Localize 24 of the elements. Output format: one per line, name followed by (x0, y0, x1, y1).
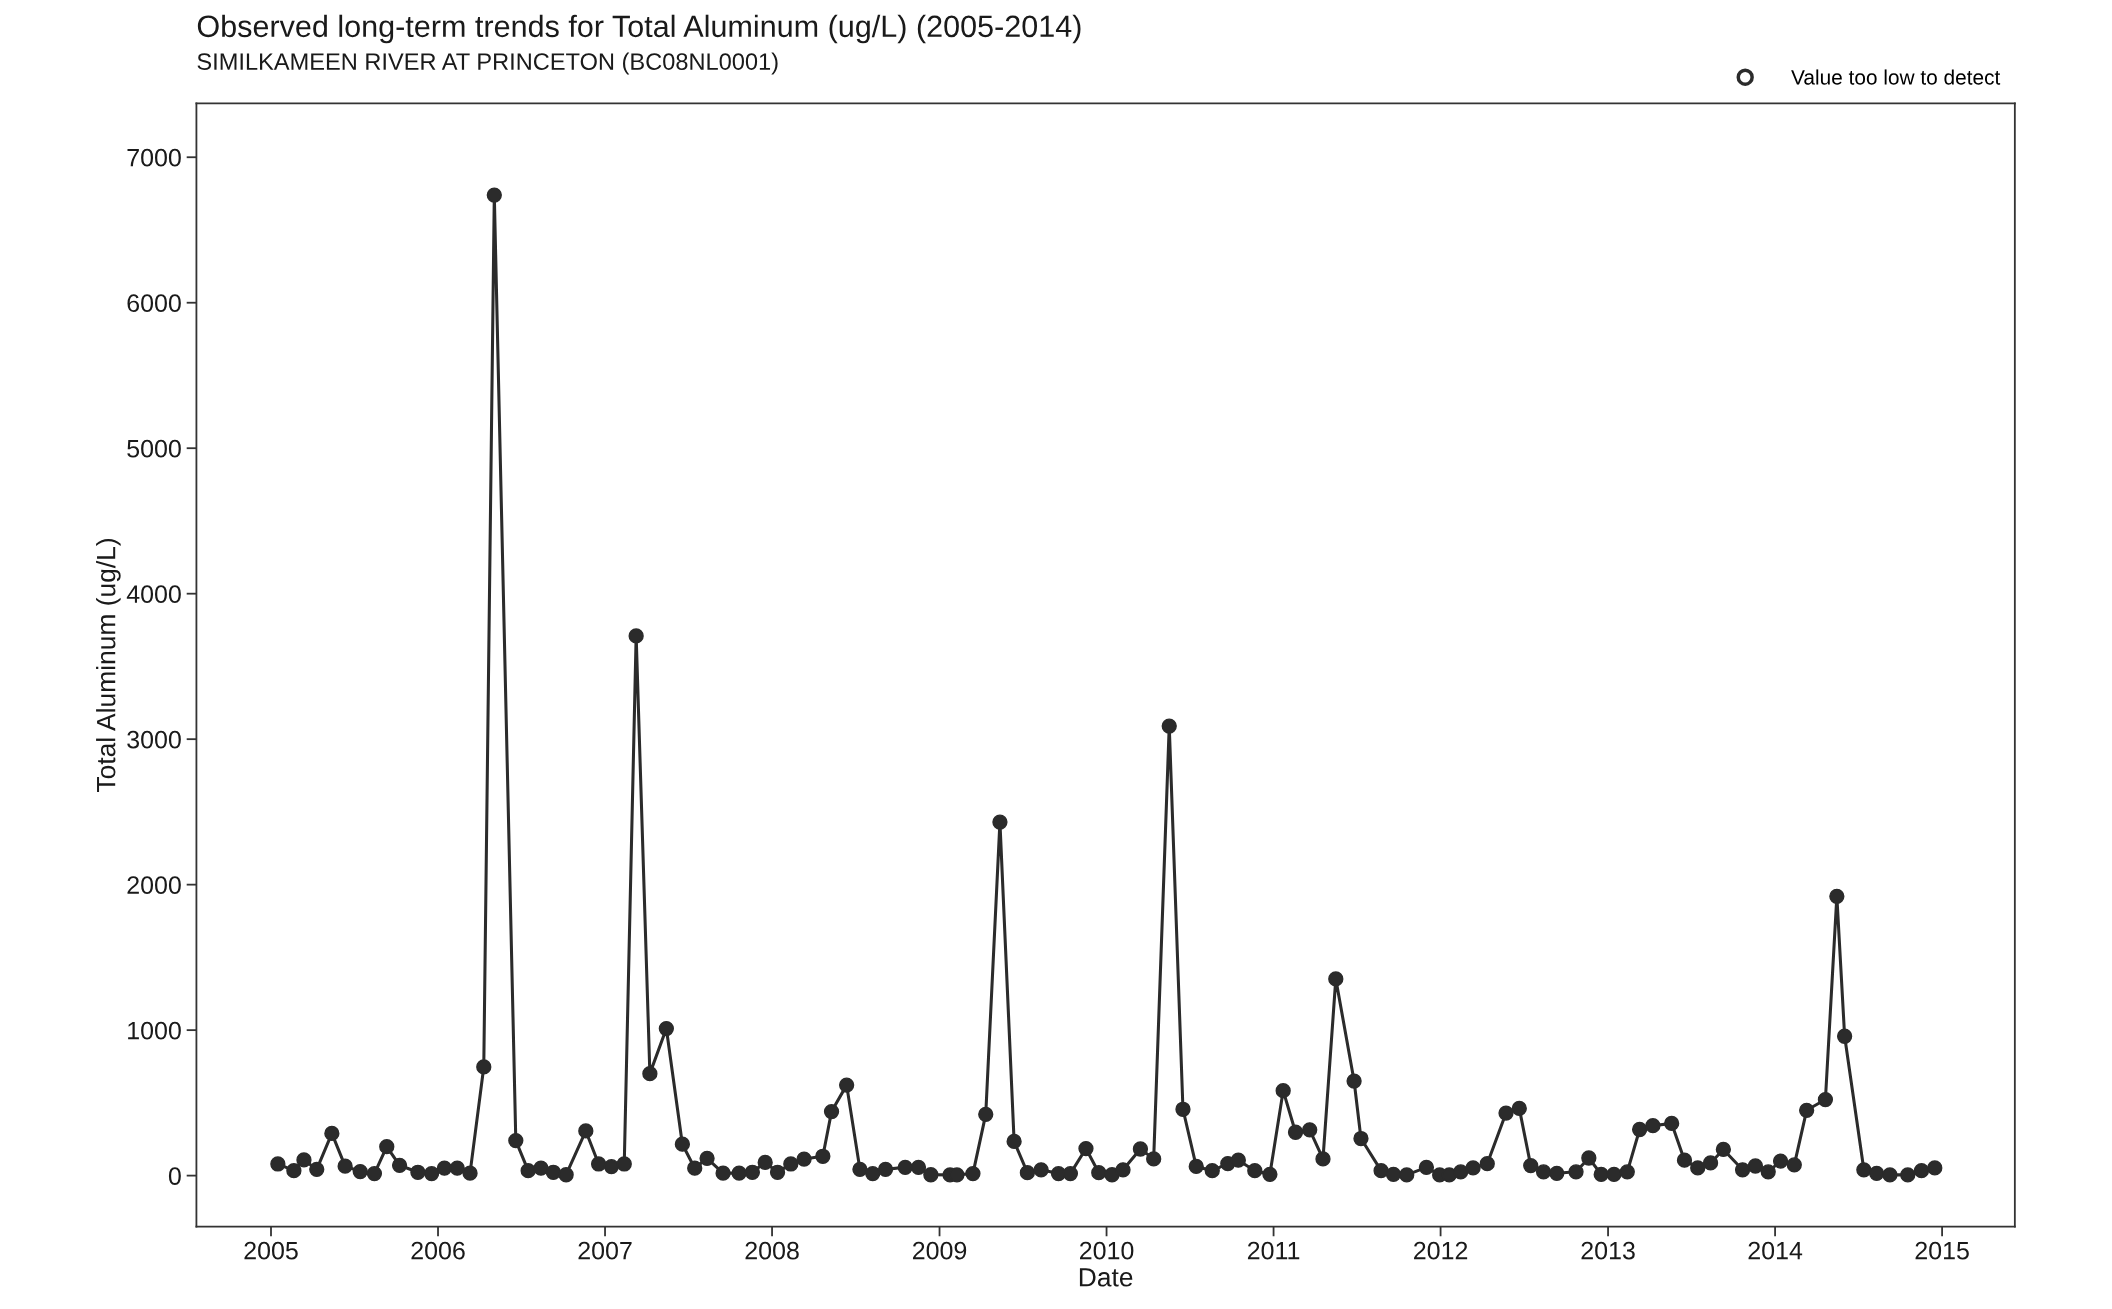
x-tick-label: 2009 (912, 1241, 967, 1260)
y-tick-label: 4000 (126, 585, 181, 603)
y-tick-label: 0 (168, 1167, 181, 1185)
x-tick-label: 2010 (1080, 1241, 1134, 1260)
chart-subtitle: SIMILKAMEEN RIVER AT PRINCETON (BC08NL0001) (197, 52, 778, 75)
x-tick-label: 2012 (1414, 1241, 1468, 1260)
legend-label: Value too low to detect (1791, 69, 2001, 85)
x-tick-label: 2011 (1247, 1241, 1300, 1260)
x-tick-label: 2013 (1581, 1241, 1635, 1260)
y-tick-label: 6000 (127, 294, 181, 313)
x-tick-label: 2014 (1748, 1241, 1803, 1260)
y-tick-label: 7000 (127, 148, 181, 167)
y-tick-label: 2000 (127, 876, 181, 894)
x-tick-label: 2006 (411, 1241, 465, 1260)
x-axis-title: Date (1079, 1268, 1133, 1287)
y-tick-label: 1000 (128, 1021, 181, 1040)
y-axis-title: Total Aluminum (ug/L) (96, 539, 121, 792)
x-tick-label: 2008 (745, 1241, 799, 1260)
x-tick-label: 2005 (244, 1241, 298, 1260)
x-tick-label: 2015 (1915, 1241, 1969, 1260)
y-tick-label: 3000 (127, 730, 181, 749)
x-tick-label: 2007 (578, 1241, 632, 1260)
chart-title: Observed long-term trends for Total Aluminum (ug/L) (2005-2014) (197, 14, 1081, 44)
y-tick-label: 5000 (127, 439, 181, 458)
